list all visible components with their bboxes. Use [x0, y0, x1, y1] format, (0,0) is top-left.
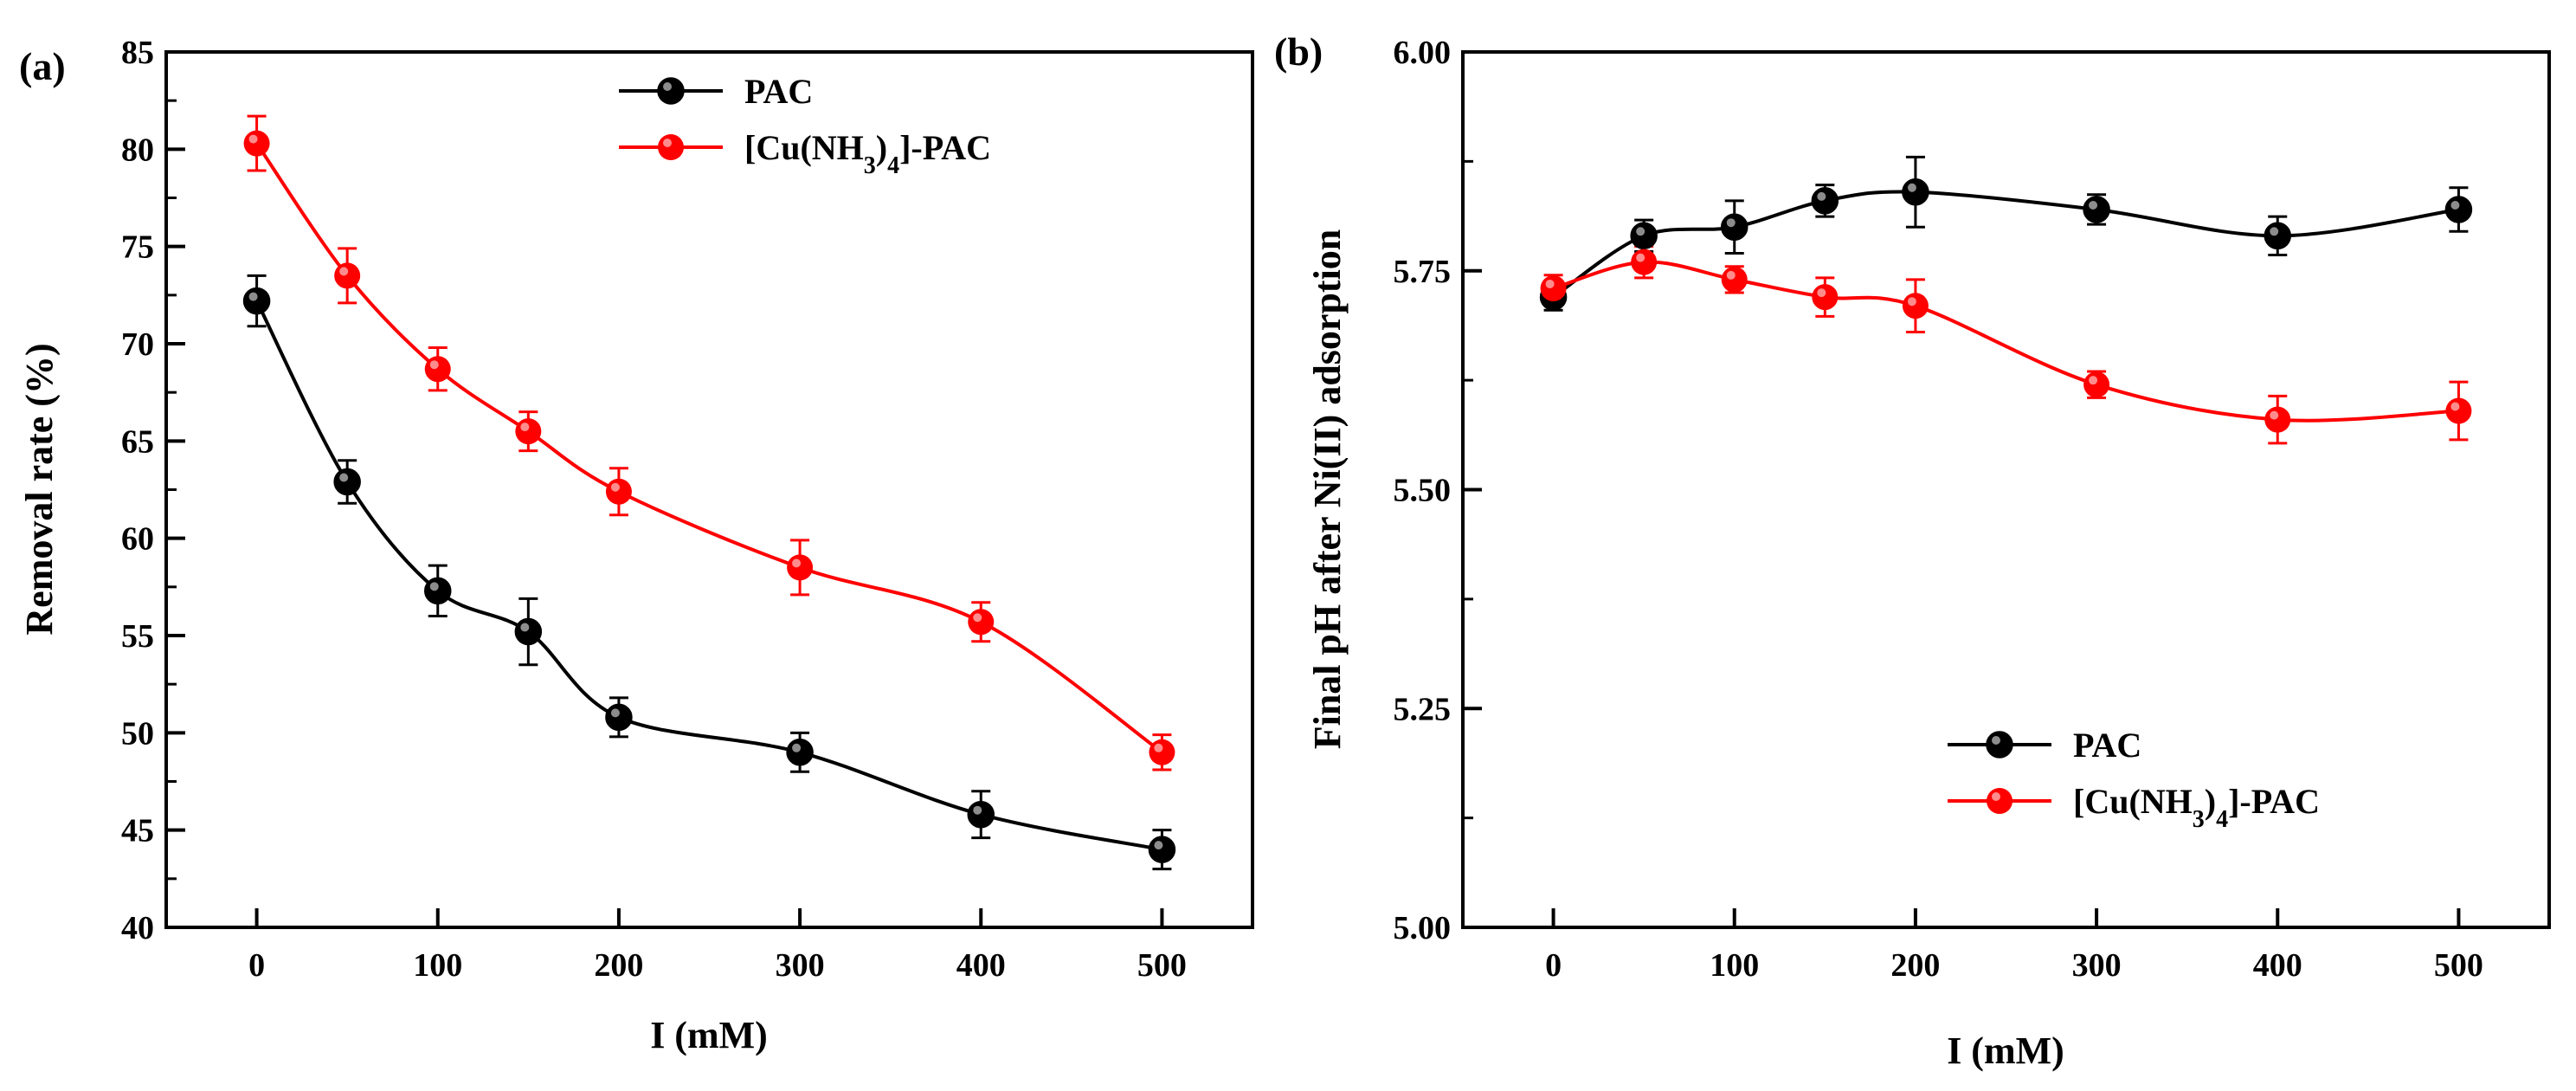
y-tick-label: 55 [121, 618, 154, 655]
y-tick-label: 5.50 [1394, 473, 1452, 509]
data-point [968, 609, 995, 636]
y-tick-label: 80 [121, 132, 154, 168]
x-tick-label: 100 [413, 947, 462, 984]
data-point [242, 287, 271, 315]
data-point [1149, 739, 1175, 765]
data-point [2264, 406, 2291, 433]
data-points [1539, 178, 2473, 433]
data-point [605, 703, 633, 732]
data-point [1540, 274, 1567, 301]
data-point [1811, 187, 1839, 215]
x-axis-label: I (mM) [650, 1014, 768, 1056]
data-point [424, 356, 451, 383]
y-tick-label: 60 [121, 521, 154, 558]
x-tick-label: 200 [1890, 947, 1940, 984]
legend-entry: PAC [619, 72, 813, 111]
data-point [515, 418, 542, 445]
data-point [1631, 249, 1658, 275]
axis-ticks [166, 50, 1164, 929]
x-tick-label: 200 [594, 947, 643, 984]
panel-b: (b) 5.00 5.25 5.50 5.75 6.00 0 100 200 300 400 50… [1274, 29, 2551, 1072]
x-tick-label: 400 [956, 947, 1006, 984]
data-point [334, 262, 361, 289]
y-tick-label: 5.00 [1394, 910, 1452, 946]
legend-marker [657, 77, 685, 105]
x-tick-label: 300 [2072, 947, 2122, 984]
legend-entry: PAC [1948, 726, 2141, 765]
y-tick-label: 5.75 [1394, 254, 1452, 290]
axis-ticks [1463, 50, 2461, 929]
y-tick-label: 40 [121, 910, 154, 946]
data-point [424, 577, 452, 605]
y-tick-labels: 5.00 5.25 5.50 5.75 6.00 [1394, 35, 1452, 946]
x-tick-label: 0 [1545, 947, 1562, 984]
y-tick-label: 45 [121, 813, 154, 849]
y-tick-label: 70 [121, 326, 154, 363]
legend-label: [Cu(NH3)4]-PAC [744, 128, 991, 179]
x-tick-label: 400 [2253, 947, 2302, 984]
x-tick-label: 0 [248, 947, 265, 984]
data-point [243, 130, 270, 157]
data-point [967, 800, 995, 829]
x-tick-label: 100 [1710, 947, 1759, 984]
data-point [333, 468, 361, 496]
data-point [2083, 371, 2110, 398]
legend-marker [1986, 731, 2013, 759]
data-point [2444, 196, 2473, 223]
legend-label: [Cu(NH3)4]-PAC [2073, 782, 2320, 833]
data-point [2445, 397, 2472, 424]
data-point [1721, 213, 1748, 241]
data-point [2083, 196, 2110, 223]
legend: PAC [Cu(NH3)4]-PAC [1948, 726, 2320, 833]
x-tick-label: 500 [1137, 947, 1187, 984]
y-tick-label: 5.25 [1394, 691, 1452, 727]
x-axis-label: I (mM) [1947, 1030, 2064, 1072]
data-point [2264, 222, 2291, 250]
y-tick-labels: 40 45 50 55 60 65 70 75 80 85 [121, 35, 154, 946]
data-points [242, 130, 1176, 863]
y-tick-label: 65 [121, 423, 154, 460]
data-point [1630, 222, 1658, 250]
data-point [1148, 836, 1176, 863]
y-axis-label: Removal rate (%) [18, 343, 61, 635]
data-point [1902, 178, 1929, 206]
data-point [786, 739, 814, 766]
y-tick-label: 6.00 [1394, 35, 1452, 71]
panel-label: (b) [1274, 29, 1323, 74]
data-point [1721, 266, 1748, 293]
x-tick-labels: 0 100 200 300 400 500 [248, 947, 1187, 984]
y-tick-label: 75 [121, 229, 154, 266]
data-point [1902, 293, 1929, 320]
panel-a: (a) 40 45 50 55 60 65 70 75 80 85 0 100 200 300 400 50… [18, 35, 1254, 1056]
y-tick-label: 85 [121, 35, 154, 71]
data-point [787, 554, 814, 581]
legend-entry: [Cu(NH3)4]-PAC [1948, 782, 2320, 833]
legend-entry: [Cu(NH3)4]-PAC [619, 128, 991, 179]
legend-marker [1987, 788, 2012, 814]
x-tick-label: 500 [2434, 947, 2483, 984]
y-axis-label: Final pH after Ni(II) adsorption [1306, 229, 1349, 750]
legend-label: PAC [744, 72, 813, 111]
legend: PAC [Cu(NH3)4]-PAC [619, 72, 991, 179]
data-point [605, 478, 632, 505]
data-point [1812, 284, 1839, 311]
x-tick-labels: 0 100 200 300 400 500 [1545, 947, 2483, 984]
legend-marker [658, 134, 684, 160]
data-point [514, 617, 543, 646]
panel-label: (a) [19, 44, 66, 88]
y-tick-label: 50 [121, 715, 154, 752]
x-tick-label: 300 [776, 947, 825, 984]
legend-label: PAC [2073, 726, 2141, 765]
